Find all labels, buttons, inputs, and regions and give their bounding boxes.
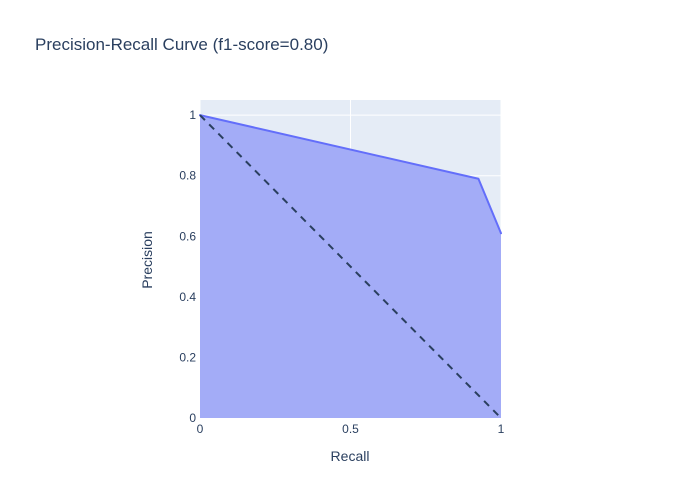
- chart-title: Precision-Recall Curve (f1-score=0.80): [35, 35, 328, 54]
- x-tick-label: 0.5: [342, 422, 359, 436]
- y-axis-ticks: 0 0.2 0.4 0.6 0.8 1: [179, 108, 196, 425]
- y-tick-label: 0.4: [179, 290, 196, 304]
- x-tick-label: 1: [498, 422, 505, 436]
- reference-diagonal-line: [199, 114, 502, 419]
- y-axis-label: Precision: [139, 231, 155, 289]
- precision-recall-line: [199, 114, 502, 235]
- y-tick-label: 1: [189, 108, 196, 122]
- y-tick-label: 0.2: [179, 350, 196, 364]
- plot-layer: [199, 100, 502, 419]
- y-tick-label: 0: [189, 411, 196, 425]
- x-axis-label: Recall: [331, 448, 370, 464]
- x-axis-ticks: 0 0.5 1: [197, 422, 505, 436]
- y-tick-label: 0.8: [179, 169, 196, 183]
- y-tick-label: 0.6: [179, 229, 196, 243]
- x-tick-label: 0: [197, 422, 204, 436]
